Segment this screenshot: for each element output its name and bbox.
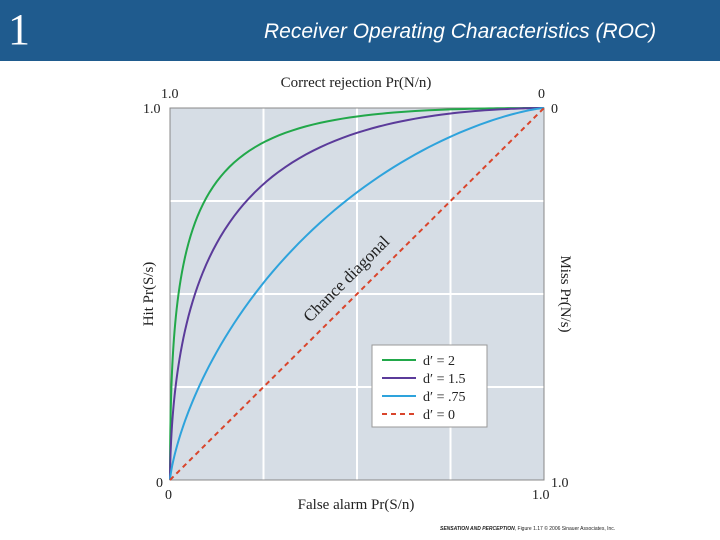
top-axis-label: Correct rejection Pr(N/n) [281, 75, 432, 91]
tick-left-bottom: 0 [156, 476, 163, 491]
credit-book: SENSATION AND PERCEPTION [440, 526, 515, 532]
slide-header: 1 Receiver Operating Characteristics (RO… [0, 0, 720, 61]
tick-bottom-left: 0 [165, 488, 172, 503]
roc-curve-line [169, 107, 545, 481]
roc-curve-line [169, 107, 545, 481]
legend-label: d′ = 0 [423, 408, 455, 423]
legend: d′ = 2 d′ = 1.5 d′ = .75 d′ = 0 [371, 344, 488, 428]
credit-copyright: © 2006 Sinauer Associates, Inc. [544, 526, 616, 532]
figure-credit: SENSATION AND PERCEPTION, Figure 1.17 © … [440, 526, 615, 532]
right-axis-label: Miss Pr(N/s) [557, 255, 573, 332]
slide-number: 1 [8, 5, 30, 54]
roc-curves [169, 107, 545, 481]
roc-chart: Chance diagonal 0 1.0 1.0 0 1.0 0 0 1.0 … [141, 75, 573, 513]
tick-right-top: 0 [551, 102, 558, 117]
y-axis-label: Hit Pr(S/s) [141, 262, 157, 327]
legend-label: d′ = 1.5 [423, 372, 465, 387]
slide-title: Receiver Operating Characteristics (ROC) [264, 20, 657, 43]
credit-figure: , Figure 1.17 [514, 526, 543, 532]
legend-label: d′ = 2 [423, 354, 455, 369]
legend-label: d′ = .75 [423, 390, 465, 405]
x-axis-label: False alarm Pr(S/n) [298, 497, 415, 513]
tick-top-left: 1.0 [161, 87, 179, 102]
tick-left-top: 1.0 [143, 102, 161, 117]
tick-right-bottom: 1.0 [551, 476, 569, 491]
plot-border [169, 107, 545, 481]
tick-bottom-right: 1.0 [532, 488, 550, 503]
tick-top-right: 0 [538, 87, 545, 102]
